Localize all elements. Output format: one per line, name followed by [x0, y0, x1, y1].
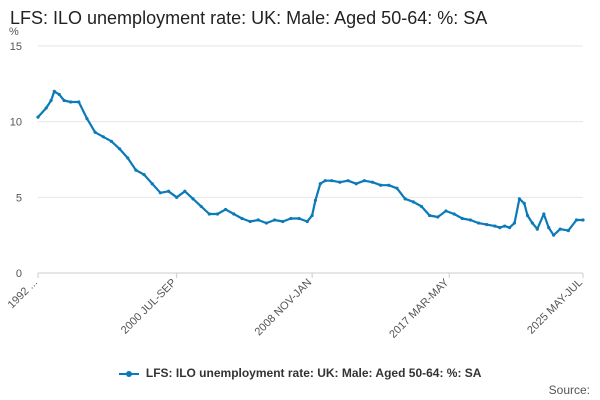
data-point[interactable] [452, 212, 456, 216]
data-point[interactable] [485, 222, 489, 227]
data-point[interactable] [436, 215, 440, 219]
data-point[interactable] [574, 218, 579, 222]
data-point[interactable] [36, 115, 40, 119]
x-tick-label: 2025 MAY-JUL [525, 277, 585, 337]
gridlines [38, 45, 583, 274]
data-point[interactable] [323, 179, 327, 183]
data-point[interactable] [428, 213, 432, 218]
data-point[interactable] [338, 180, 342, 184]
data-point[interactable] [166, 189, 171, 193]
y-axis-unit-label: % [9, 26, 19, 38]
data-point[interactable] [552, 233, 556, 237]
data-point[interactable] [134, 168, 138, 172]
y-tick-label: 10 [10, 117, 22, 129]
data-point[interactable] [310, 213, 314, 218]
data-point[interactable] [330, 179, 334, 183]
data-point[interactable] [411, 200, 415, 204]
y-tick-label: 15 [10, 41, 22, 53]
data-point[interactable] [183, 189, 187, 193]
data-point[interactable] [318, 182, 322, 186]
data-point[interactable] [256, 218, 260, 222]
data-point[interactable] [85, 117, 89, 121]
data-point[interactable] [191, 197, 195, 201]
data-point[interactable] [444, 209, 448, 213]
data-point[interactable] [77, 100, 81, 104]
data-point[interactable] [101, 135, 105, 139]
data-point[interactable] [566, 229, 570, 233]
data-point[interactable] [248, 219, 252, 224]
data-point[interactable] [493, 224, 497, 228]
data-point[interactable] [476, 221, 481, 225]
data-point[interactable] [273, 218, 277, 222]
data-point[interactable] [530, 221, 535, 225]
x-tick-label: 2008 NOV-JAN [253, 277, 315, 339]
data-point[interactable] [503, 224, 507, 228]
data-point[interactable] [507, 226, 512, 230]
data-point[interactable] [52, 89, 56, 93]
data-point[interactable] [289, 216, 293, 221]
data-point[interactable] [313, 198, 317, 202]
data-point[interactable] [240, 216, 244, 221]
chart-title: LFS: ILO unemployment rate: UK: Male: Ag… [10, 8, 488, 28]
data-point[interactable] [305, 219, 309, 224]
x-tick-label: 2000 JUL-SEP [119, 277, 179, 337]
data-point[interactable] [535, 227, 539, 231]
data-point[interactable] [346, 179, 350, 183]
data-point[interactable] [117, 147, 122, 151]
data-point[interactable] [232, 212, 236, 216]
data-point[interactable] [175, 195, 179, 199]
data-point[interactable] [525, 213, 530, 218]
data-point[interactable] [498, 226, 502, 230]
data-point[interactable] [224, 207, 228, 212]
y-tick-label: 5 [16, 192, 22, 204]
data-point[interactable] [93, 130, 97, 134]
y-tick-label: 0 [16, 268, 22, 280]
data-point[interactable] [517, 197, 521, 201]
series-layer [36, 89, 585, 237]
data-point[interactable] [370, 180, 375, 184]
data-point[interactable] [57, 92, 61, 97]
data-point[interactable] [419, 204, 424, 209]
data-point[interactable] [126, 156, 130, 160]
data-point[interactable] [395, 186, 399, 190]
data-point[interactable] [199, 204, 203, 209]
data-point[interactable] [512, 221, 517, 225]
data-point[interactable] [281, 219, 285, 224]
data-point[interactable] [468, 218, 473, 222]
data-point[interactable] [581, 218, 585, 222]
data-point[interactable] [62, 98, 66, 103]
data-point[interactable] [542, 212, 546, 216]
data-point[interactable] [522, 201, 526, 205]
data-point[interactable] [460, 216, 464, 221]
data-point[interactable] [403, 197, 407, 201]
legend-line-marker-icon [118, 368, 139, 380]
series-line [37, 90, 583, 237]
data-point[interactable] [109, 139, 114, 143]
x-tick-label: 2017 MAR-MAY [387, 276, 452, 341]
data-point[interactable] [69, 100, 73, 104]
data-point[interactable] [44, 106, 48, 110]
data-point[interactable] [558, 227, 562, 231]
data-point[interactable] [354, 182, 358, 186]
data-point[interactable] [387, 183, 391, 187]
data-point[interactable] [207, 212, 211, 216]
data-point[interactable] [49, 98, 53, 103]
legend-label: LFS: ILO unemployment rate: UK: Male: Ag… [145, 366, 482, 380]
data-point[interactable] [158, 191, 162, 195]
legend[interactable]: LFS: ILO unemployment rate: UK: Male: Ag… [0, 366, 600, 380]
source-label: Source: [548, 383, 590, 397]
axes: 0 5 10 15 1992 ... 2000 JUL-SEP 2008 NOV-JAN 20… [6, 41, 585, 341]
data-point[interactable] [362, 179, 366, 183]
data-point[interactable] [142, 173, 146, 177]
data-point[interactable] [215, 212, 220, 216]
data-point[interactable] [547, 226, 551, 230]
data-point[interactable] [297, 216, 301, 221]
data-point[interactable] [150, 182, 154, 186]
data-point[interactable] [379, 183, 383, 187]
data-point[interactable] [264, 221, 269, 225]
x-tick-label: 1992 ... [6, 277, 40, 311]
